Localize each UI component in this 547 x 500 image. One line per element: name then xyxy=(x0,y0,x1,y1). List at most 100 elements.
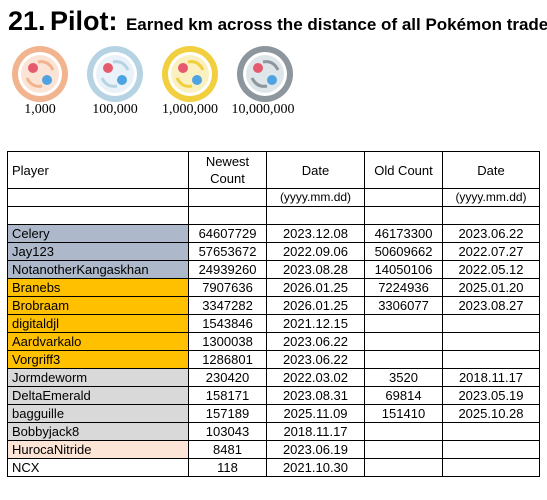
old-count xyxy=(364,332,443,351)
spacer-cell xyxy=(188,206,267,225)
spacer-row xyxy=(7,206,540,225)
old-count: 50609662 xyxy=(364,242,443,261)
table-row: NCX 118 2021.10.30 xyxy=(7,458,540,477)
newest-date: 2021.10.30 xyxy=(266,458,365,477)
newest-date: 2023.12.08 xyxy=(266,224,365,243)
old-date: 2023.08.27 xyxy=(442,296,540,315)
page-title: 21. Pilot: Earned km across the distance… xyxy=(8,6,547,37)
spacer-cell xyxy=(266,206,365,225)
newest-count: 157189 xyxy=(188,404,267,423)
player-name: Aardvarkalo xyxy=(7,332,189,351)
player-name: NotanotherKangaskhan xyxy=(7,260,189,279)
table-row: Jay123 57653672 2022.09.06 50609662 2022.07.… xyxy=(7,242,540,261)
platinum-medal-icon xyxy=(235,44,295,104)
old-count xyxy=(364,422,443,441)
old-date: 2023.06.22 xyxy=(442,224,540,243)
player-name: HurocaNitride xyxy=(7,440,189,459)
old-date xyxy=(442,458,540,477)
table-row: Aardvarkalo 1300038 2023.06.22 xyxy=(7,332,540,351)
newest-count: 7907636 xyxy=(188,278,267,297)
newest-count: 103043 xyxy=(188,422,267,441)
newest-date: 2026.01.25 xyxy=(266,296,365,315)
medal-threshold-label: 1,000,000 xyxy=(162,102,218,117)
leaderboard-table: Player Newest Count Date Old Count Date … xyxy=(7,151,540,477)
gold-medal-icon xyxy=(160,44,220,104)
old-date xyxy=(442,332,540,351)
newest-date: 2023.06.22 xyxy=(266,332,365,351)
player-name: digitaldjl xyxy=(7,314,189,333)
table-row: NotanotherKangaskhan 24939260 2023.08.28 14… xyxy=(7,260,540,279)
badge-description: Earned km across the distance of all Pok… xyxy=(125,15,547,34)
old-date xyxy=(442,350,540,369)
old-date: 2023.05.19 xyxy=(442,386,540,405)
newest-count: 1300038 xyxy=(188,332,267,351)
format-row: (yyyy.mm.dd) (yyyy.mm.dd) xyxy=(7,188,540,207)
medal-threshold-label: 10,000,000 xyxy=(231,102,295,117)
old-date: 2022.05.12 xyxy=(442,260,540,279)
table-row: bagguille 157189 2025.11.09 151410 2025.10.2… xyxy=(7,404,540,423)
newest-date: 2025.11.09 xyxy=(266,404,365,423)
newest-date: 2023.08.28 xyxy=(266,260,365,279)
old-date: 2018.11.17 xyxy=(442,368,540,387)
newest-count: 230420 xyxy=(188,368,267,387)
table-row: DeltaEmerald 158171 2023.08.31 69814 2023.05… xyxy=(7,386,540,405)
old-count: 46173300 xyxy=(364,224,443,243)
header-date-newest: Date xyxy=(266,151,365,189)
newest-count: 24939260 xyxy=(188,260,267,279)
format-cell-empty xyxy=(364,188,443,207)
newest-date: 2026.01.25 xyxy=(266,278,365,297)
newest-date: 2023.06.19 xyxy=(266,440,365,459)
newest-count: 158171 xyxy=(188,386,267,405)
newest-date: 2021.12.15 xyxy=(266,314,365,333)
header-row: Player Newest Count Date Old Count Date xyxy=(7,151,540,189)
table-row: HurocaNitride 8481 2023.06.19 xyxy=(7,440,540,459)
old-count: 69814 xyxy=(364,386,443,405)
old-date xyxy=(442,314,540,333)
player-name: Branebs xyxy=(7,278,189,297)
newest-count: 64607729 xyxy=(188,224,267,243)
player-name: Jormdeworm xyxy=(7,368,189,387)
newest-count: 1286801 xyxy=(188,350,267,369)
table-row: digitaldjl 1543846 2021.12.15 xyxy=(7,314,540,333)
silver-medal-icon xyxy=(85,44,145,104)
date-format-hint: (yyyy.mm.dd) xyxy=(266,188,365,207)
old-count: 3520 xyxy=(364,368,443,387)
newest-date: 2022.09.06 xyxy=(266,242,365,261)
badge-number: 21. xyxy=(8,6,46,36)
newest-date: 2022.03.02 xyxy=(266,368,365,387)
player-name: DeltaEmerald xyxy=(7,386,189,405)
medal-threshold-label: 100,000 xyxy=(92,102,138,117)
header-date-old: Date xyxy=(442,151,540,189)
table-row: Bobbyjack8 103043 2018.11.17 xyxy=(7,422,540,441)
format-cell-empty xyxy=(7,188,189,207)
old-count: 14050106 xyxy=(364,260,443,279)
table-row: Vorgriff3 1286801 2023.06.22 xyxy=(7,350,540,369)
medal-threshold-label: 1,000 xyxy=(24,102,56,117)
table-row: Jormdeworm 230420 2022.03.02 3520 2018.11.17 xyxy=(7,368,540,387)
spacer-cell xyxy=(7,206,189,225)
old-date: 2022.07.27 xyxy=(442,242,540,261)
player-name: NCX xyxy=(7,458,189,477)
newest-date: 2023.08.31 xyxy=(266,386,365,405)
old-count xyxy=(364,458,443,477)
old-date xyxy=(442,440,540,459)
newest-count: 57653672 xyxy=(188,242,267,261)
old-date: 2025.10.28 xyxy=(442,404,540,423)
old-count: 151410 xyxy=(364,404,443,423)
newest-count: 1543846 xyxy=(188,314,267,333)
old-count: 3306077 xyxy=(364,296,443,315)
newest-count: 8481 xyxy=(188,440,267,459)
player-name: bagguille xyxy=(7,404,189,423)
table-row: Brobraam 3347282 2026.01.25 3306077 2023.08.… xyxy=(7,296,540,315)
old-date: 2025.01.20 xyxy=(442,278,540,297)
player-name: Celery xyxy=(7,224,189,243)
newest-date: 2023.06.22 xyxy=(266,350,365,369)
spacer-cell xyxy=(442,206,540,225)
old-count xyxy=(364,350,443,369)
header-player: Player xyxy=(7,151,189,189)
header-old-count: Old Count xyxy=(364,151,443,189)
newest-count: 118 xyxy=(188,458,267,477)
player-name: Brobraam xyxy=(7,296,189,315)
old-count: 7224936 xyxy=(364,278,443,297)
player-name: Bobbyjack8 xyxy=(7,422,189,441)
